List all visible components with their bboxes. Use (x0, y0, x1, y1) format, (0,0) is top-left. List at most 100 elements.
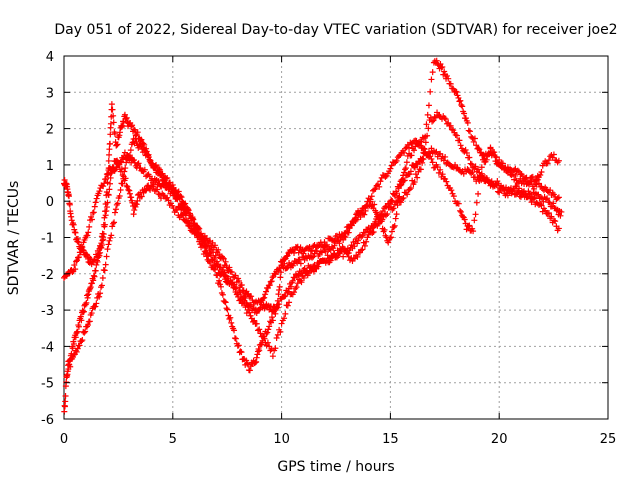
data-point (68, 217, 75, 224)
data-point (374, 213, 381, 220)
data-point (91, 256, 98, 263)
data-point (119, 180, 126, 187)
data-point (114, 141, 121, 148)
data-point (103, 189, 110, 196)
data-point (122, 165, 129, 172)
data-point (130, 211, 137, 218)
data-point (232, 272, 239, 279)
data-point (98, 282, 105, 289)
data-point (202, 243, 209, 250)
data-point (228, 280, 235, 287)
data-point (390, 205, 397, 212)
data-point (428, 76, 435, 83)
data-point (74, 235, 81, 242)
data-point (220, 271, 227, 278)
data-point (306, 243, 313, 250)
data-point (408, 152, 415, 159)
data-point (538, 169, 545, 176)
data-point (108, 101, 115, 108)
data-point (274, 301, 281, 308)
data-point (282, 310, 289, 317)
data-point (397, 199, 404, 206)
series-3 (61, 109, 562, 360)
data-point (105, 157, 112, 164)
data-point (545, 209, 552, 216)
data-point (100, 221, 107, 228)
data-point (496, 189, 503, 196)
data-point (159, 170, 166, 177)
series-4 (65, 135, 562, 373)
data-point (123, 182, 130, 189)
data-point (462, 146, 469, 153)
data-point (107, 174, 114, 181)
data-point (544, 160, 551, 167)
data-point (289, 277, 296, 284)
data-point (68, 213, 75, 220)
data-point (248, 293, 255, 300)
data-point (129, 122, 136, 129)
data-point (75, 323, 82, 330)
y-axis-label: SDTVAR / TECUs (6, 181, 22, 296)
data-point (544, 210, 551, 217)
data-point (439, 63, 446, 70)
data-point (301, 265, 308, 272)
data-point (276, 286, 283, 293)
data-point (84, 322, 91, 329)
data-point (442, 176, 449, 183)
data-point (450, 193, 457, 200)
data-point (266, 323, 273, 330)
data-point (83, 299, 90, 306)
data-point (105, 241, 112, 248)
data-point (417, 166, 424, 173)
data-point (361, 242, 368, 249)
data-point (392, 215, 399, 222)
data-point (75, 254, 82, 261)
data-point (74, 328, 81, 335)
data-point (476, 146, 483, 153)
data-point (529, 173, 536, 180)
data-point (282, 292, 289, 299)
data-point (465, 223, 472, 230)
data-point (92, 267, 99, 274)
data-point (147, 157, 154, 164)
data-point (468, 170, 475, 177)
data-point (466, 128, 473, 135)
data-point (96, 293, 103, 300)
data-point (126, 152, 133, 159)
data-point (103, 253, 110, 260)
data-point (399, 179, 406, 186)
data-point (90, 272, 97, 279)
data-point (442, 116, 449, 123)
data-point (264, 329, 271, 336)
data-point (284, 252, 291, 259)
data-point (70, 221, 77, 228)
data-point (294, 259, 301, 266)
data-point (362, 207, 369, 214)
data-point (463, 150, 470, 157)
data-point (411, 164, 418, 171)
data-point (363, 238, 370, 245)
data-point (544, 195, 551, 202)
data-point (138, 193, 145, 200)
data-point (176, 194, 183, 201)
data-point (496, 156, 503, 163)
data-point (348, 222, 355, 229)
data-point (61, 403, 68, 410)
data-point (244, 360, 251, 367)
data-point (154, 186, 161, 193)
data-point (83, 232, 90, 239)
data-point (96, 188, 103, 195)
data-point (135, 160, 142, 167)
data-point (233, 284, 240, 291)
data-point (267, 318, 274, 325)
data-point (309, 254, 316, 261)
data-point (393, 211, 400, 218)
data-point (548, 213, 555, 220)
data-point (228, 269, 235, 276)
data-point (160, 192, 167, 199)
y-tick-label: -6 (41, 413, 54, 428)
data-point (104, 246, 111, 253)
data-point (429, 159, 436, 166)
data-point (529, 196, 536, 203)
data-point (348, 242, 355, 249)
